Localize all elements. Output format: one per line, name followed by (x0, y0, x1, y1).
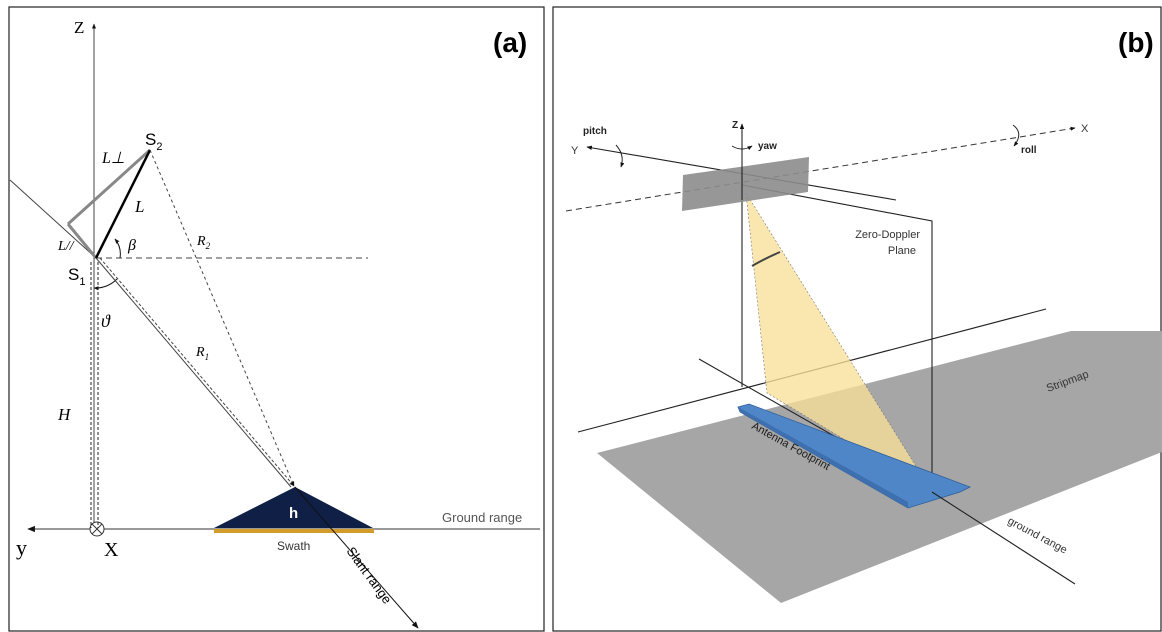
l-perp-segment (66, 148, 152, 226)
slant-range-axis (294, 486, 419, 629)
l-parallel-label: L// (57, 239, 75, 254)
r1-line-a (95, 257, 292, 488)
swath-label: Swath (277, 539, 310, 553)
beta-label: β (127, 237, 136, 254)
beam-angle-arc (751, 251, 781, 267)
r2-line (149, 149, 295, 487)
x-axis-into-page-icon (89, 521, 105, 537)
slant-direction-line (9, 179, 97, 259)
s2-label: S2 (145, 130, 162, 153)
y-axis-label-b: Y (571, 145, 579, 157)
roll-label: roll (1021, 145, 1037, 156)
ground-range-label: Ground range (442, 510, 522, 525)
panel-b-tag: (b) (1118, 27, 1154, 58)
zero-doppler-label-line1: Zero-Doppler (855, 229, 920, 241)
x-axis-label: X (104, 539, 119, 561)
slant-range-label: Slant range (344, 544, 395, 607)
panel-a: (a) Z y X H (8, 6, 545, 632)
baseline-l-segment (94, 149, 152, 259)
antenna-footprint-side (738, 407, 908, 508)
target-height-triangle (214, 487, 373, 528)
roll-rotation-icon (1012, 124, 1020, 147)
yaw-rotation-icon (731, 145, 753, 151)
ground-range-line (931, 491, 1076, 585)
l-parallel-segment (66, 223, 98, 259)
zero-doppler-label-line2: Plane (888, 245, 916, 257)
beta-angle-arc (114, 238, 121, 259)
target-height-label: h (289, 505, 298, 522)
orbit-x-axis (565, 126, 1076, 212)
zero-doppler-plane (741, 184, 933, 492)
panel-b-frame (552, 6, 1162, 632)
height-label: H (57, 405, 72, 424)
satellite-body (682, 157, 809, 211)
ground-range-label-b: ground range (1006, 515, 1069, 556)
pitch-rotation-icon (615, 144, 625, 168)
l-perp-label: L⊥ (101, 150, 125, 167)
theta-label: ϑ (101, 311, 111, 331)
r1-line-b (99, 257, 295, 487)
s1-label: S1 (68, 265, 85, 288)
yaw-label: yaw (758, 141, 777, 152)
pitch-label: pitch (583, 126, 607, 137)
y-axis-label: y (16, 535, 27, 560)
l-label: L (134, 197, 144, 216)
z-axis-label-b: Z (732, 120, 738, 131)
panel-a-frame (8, 6, 545, 632)
panel-b: (b) Stripmap Zero-Doppler Plane Antenna … (552, 6, 1162, 632)
swath-bar (214, 529, 374, 533)
x-axis-label-b: X (1081, 123, 1089, 135)
z-axis-label: Z (74, 18, 84, 37)
r1-label: R1 (195, 345, 209, 362)
r2-label: R2 (196, 234, 211, 251)
theta-angle-arc (93, 278, 118, 291)
panel-a-tag: (a) (493, 27, 527, 58)
